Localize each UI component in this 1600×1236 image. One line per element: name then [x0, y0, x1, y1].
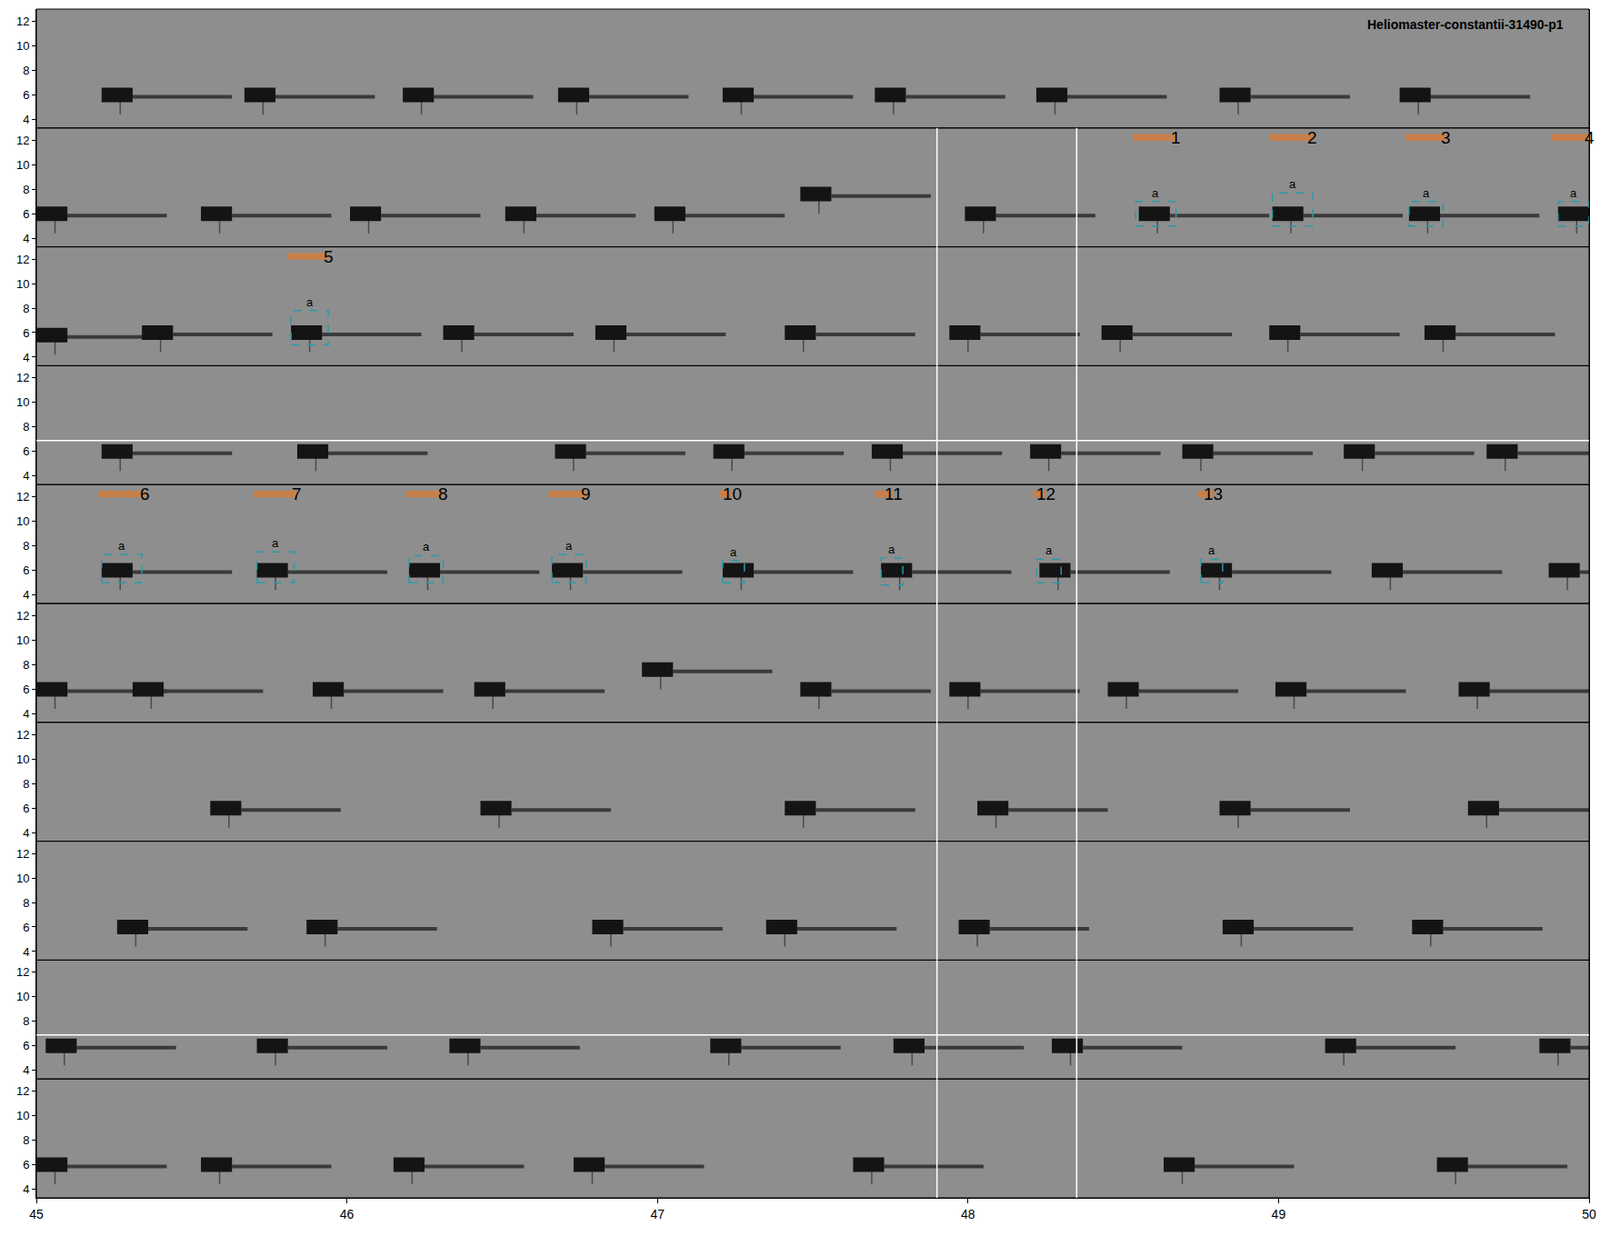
svg-text:46: 46	[340, 1207, 355, 1222]
svg-text:8: 8	[22, 63, 30, 78]
svg-text:10: 10	[16, 990, 30, 1004]
svg-text:4: 4	[22, 350, 30, 365]
svg-text:10: 10	[16, 158, 30, 172]
svg-text:a: a	[888, 542, 896, 557]
svg-text:6: 6	[140, 484, 150, 504]
svg-text:a: a	[565, 539, 573, 553]
svg-text:4: 4	[22, 707, 30, 721]
svg-text:3: 3	[1440, 128, 1451, 148]
svg-text:8: 8	[22, 539, 30, 553]
svg-text:10: 10	[16, 871, 30, 886]
svg-text:10: 10	[16, 514, 30, 529]
svg-text:48: 48	[960, 1207, 976, 1222]
svg-text:11: 11	[884, 484, 903, 504]
svg-text:a: a	[306, 295, 314, 310]
svg-text:10: 10	[16, 1109, 30, 1123]
svg-text:6: 6	[22, 563, 30, 578]
svg-text:4: 4	[22, 945, 30, 960]
svg-text:12: 12	[16, 728, 30, 742]
svg-text:10: 10	[16, 633, 30, 648]
svg-text:10: 10	[16, 39, 30, 53]
svg-text:50: 50	[1581, 1207, 1597, 1222]
svg-text:6: 6	[22, 444, 30, 459]
svg-text:8: 8	[22, 1133, 30, 1148]
svg-text:8: 8	[22, 1014, 30, 1029]
svg-text:12: 12	[16, 370, 30, 385]
svg-text:12: 12	[16, 133, 30, 148]
svg-text:4: 4	[22, 826, 30, 840]
svg-text:8: 8	[22, 658, 30, 672]
svg-text:12: 12	[16, 14, 30, 29]
svg-text:a: a	[422, 540, 430, 554]
svg-text:12: 12	[16, 490, 30, 504]
svg-text:47: 47	[650, 1207, 665, 1222]
svg-text:8: 8	[22, 777, 30, 791]
svg-text:6: 6	[22, 920, 30, 935]
svg-text:4: 4	[22, 231, 30, 246]
svg-text:6: 6	[22, 1039, 30, 1053]
svg-text:1: 1	[1170, 128, 1181, 148]
svg-text:a: a	[1045, 543, 1053, 558]
svg-text:4: 4	[22, 1063, 30, 1078]
svg-text:6: 6	[22, 326, 30, 340]
svg-text:4: 4	[22, 469, 30, 483]
svg-text:6: 6	[22, 801, 30, 816]
svg-text:12: 12	[16, 609, 30, 623]
svg-text:49: 49	[1271, 1207, 1287, 1222]
svg-text:45: 45	[29, 1207, 44, 1222]
svg-text:a: a	[1422, 186, 1430, 200]
svg-text:a: a	[1289, 177, 1297, 191]
svg-text:Heliomaster-constantii-31490-p: Heliomaster-constantii-31490-p1	[1367, 17, 1564, 32]
svg-text:10: 10	[16, 395, 30, 410]
svg-text:8: 8	[22, 896, 30, 910]
svg-text:a: a	[1151, 186, 1160, 200]
svg-text:7: 7	[291, 484, 302, 504]
svg-text:5: 5	[323, 247, 334, 267]
svg-text:10: 10	[16, 277, 30, 291]
svg-text:6: 6	[22, 207, 30, 221]
svg-text:a: a	[118, 539, 126, 553]
svg-text:12: 12	[16, 252, 30, 267]
svg-text:13: 13	[1203, 484, 1223, 504]
svg-text:a: a	[1208, 543, 1216, 558]
svg-text:9: 9	[580, 484, 591, 504]
svg-text:2: 2	[1307, 128, 1318, 148]
svg-text:8: 8	[22, 420, 30, 434]
svg-text:a: a	[1570, 186, 1578, 200]
svg-text:4: 4	[22, 112, 30, 127]
svg-text:a: a	[271, 536, 280, 550]
svg-text:12: 12	[16, 847, 30, 861]
svg-text:10: 10	[16, 752, 30, 767]
svg-text:12: 12	[16, 965, 30, 980]
svg-text:4: 4	[22, 1182, 30, 1197]
svg-text:4: 4	[1584, 128, 1595, 148]
svg-text:8: 8	[438, 484, 449, 504]
svg-text:8: 8	[22, 182, 30, 197]
svg-text:12: 12	[16, 1084, 30, 1099]
svg-text:6: 6	[22, 1158, 30, 1172]
svg-text:6: 6	[22, 682, 30, 697]
svg-text:8: 8	[22, 301, 30, 316]
svg-text:a: a	[730, 545, 738, 560]
svg-text:10: 10	[722, 484, 742, 504]
svg-text:12: 12	[1036, 484, 1056, 504]
svg-text:6: 6	[22, 88, 30, 102]
svg-text:4: 4	[22, 588, 30, 602]
